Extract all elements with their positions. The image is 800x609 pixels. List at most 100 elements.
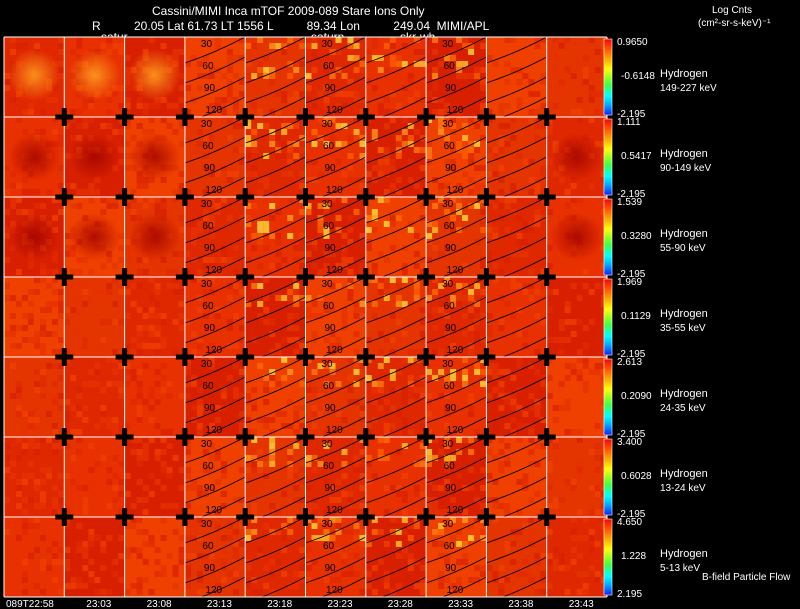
contour-line bbox=[184, 296, 246, 324]
heatmap-panel-r6-c2 bbox=[124, 517, 185, 597]
contour-label: 60 bbox=[444, 141, 456, 152]
contour-label: 120 bbox=[205, 185, 222, 196]
contour-line bbox=[425, 376, 487, 404]
heatmap-panel-r5-c0 bbox=[4, 437, 65, 517]
contour-label: 60 bbox=[202, 141, 214, 152]
contour-line bbox=[184, 376, 246, 404]
contour-line bbox=[305, 156, 367, 184]
contour-label: 30 bbox=[442, 359, 454, 370]
grid-marker bbox=[182, 188, 188, 206]
contour-line bbox=[305, 56, 367, 84]
contour-line bbox=[245, 516, 306, 544]
grid-marker bbox=[122, 108, 128, 126]
grid-marker bbox=[363, 428, 369, 446]
contour-label: 60 bbox=[323, 381, 335, 392]
contour-label: 60 bbox=[202, 221, 214, 232]
heatmap-panel-r5-c3 bbox=[184, 437, 246, 517]
contour-line bbox=[486, 156, 547, 184]
grid-marker bbox=[122, 188, 128, 206]
contour-label: 30 bbox=[442, 119, 454, 130]
heatmap-panel-r5-c2 bbox=[124, 437, 185, 517]
contour-label: 90 bbox=[445, 83, 457, 94]
contour-label: 30 bbox=[442, 279, 454, 290]
heatmap-panel-r1-c4 bbox=[245, 117, 306, 197]
heatmap-panel-r3-c9 bbox=[546, 277, 607, 357]
contour-line bbox=[305, 536, 367, 564]
heatmap-panel-r4-c4 bbox=[245, 357, 306, 437]
contour-line bbox=[486, 376, 547, 404]
grid-marker bbox=[423, 188, 429, 206]
contour-line bbox=[365, 56, 427, 84]
bfield-label: B-field Particle Flow bbox=[702, 572, 791, 583]
contour-label: 90 bbox=[445, 563, 457, 574]
heatmap-panel-r6-c1 bbox=[64, 517, 125, 597]
contour-label: 30 bbox=[442, 39, 454, 50]
contour-line bbox=[365, 356, 427, 384]
contour-label: 30 bbox=[201, 39, 213, 50]
heatmap-panel-r1-c2 bbox=[124, 117, 185, 197]
grid-marker bbox=[544, 428, 550, 446]
energy-label: 149-227 keV bbox=[660, 83, 717, 94]
contour-label: 90 bbox=[325, 243, 337, 254]
contour-line bbox=[425, 236, 487, 264]
colorbar bbox=[603, 118, 613, 196]
colorbar-min-label: -2.195 bbox=[617, 509, 646, 520]
heatmap-panel-r2-c2 bbox=[124, 197, 185, 277]
colorbar-mid-label: 0.3280 bbox=[621, 231, 652, 242]
heatmap-panel-r4-c6 bbox=[365, 357, 427, 437]
contour-line bbox=[365, 396, 427, 424]
colorbar-mid-label: 0.6028 bbox=[621, 471, 652, 482]
contour-line bbox=[425, 196, 487, 224]
contour-line bbox=[365, 216, 427, 244]
heatmap-panel-r2-c5 bbox=[305, 197, 366, 277]
contour-line bbox=[184, 156, 246, 184]
contour-line bbox=[245, 456, 306, 484]
contour-line bbox=[365, 296, 427, 324]
heatmap-panel-r0-c3 bbox=[184, 37, 246, 117]
heatmap-panel-r3-c5 bbox=[305, 277, 366, 357]
grid-marker bbox=[423, 428, 429, 446]
contour-line bbox=[184, 316, 246, 344]
contour-line bbox=[486, 56, 547, 84]
contour-line bbox=[486, 116, 547, 144]
contour-line bbox=[305, 36, 367, 64]
contour-label: 60 bbox=[323, 141, 335, 152]
contour-line bbox=[425, 56, 487, 84]
contour-line bbox=[486, 516, 547, 544]
heatmap-panel-r5-c7 bbox=[426, 437, 487, 517]
contour-label: 30 bbox=[201, 199, 213, 210]
colorbar bbox=[603, 438, 613, 516]
grid-marker bbox=[483, 188, 489, 206]
contour-line bbox=[305, 476, 367, 504]
species-label: Hydrogen bbox=[660, 308, 708, 320]
contour-line bbox=[305, 396, 367, 424]
heatmap-panel-r6-c0 bbox=[4, 517, 65, 597]
heatmap-panel-r0-c9 bbox=[546, 37, 607, 117]
contour-label: 90 bbox=[325, 403, 337, 414]
grid-marker bbox=[182, 268, 188, 286]
contour-label: 120 bbox=[205, 265, 222, 276]
contour-line bbox=[486, 36, 547, 64]
contour-label: 60 bbox=[202, 61, 214, 72]
time-tick-label-9: 23:43 bbox=[569, 599, 594, 609]
contour-line bbox=[425, 316, 487, 344]
contour-line bbox=[184, 456, 246, 484]
grid-marker bbox=[61, 348, 67, 366]
contour-line bbox=[305, 516, 367, 544]
contour-label: 120 bbox=[326, 265, 343, 276]
colorbar-mid-label: -0.6148 bbox=[621, 71, 655, 82]
contour-line bbox=[305, 276, 367, 304]
contour-label: 120 bbox=[326, 345, 343, 356]
contour-line bbox=[486, 456, 547, 484]
contour-line bbox=[305, 436, 367, 464]
heatmap-panel-r0-c2 bbox=[124, 37, 185, 117]
contour-line bbox=[184, 516, 246, 544]
contour-line bbox=[305, 316, 367, 344]
heatmap-panel-r4-c8 bbox=[486, 357, 547, 437]
contour-label: 90 bbox=[325, 163, 337, 174]
contour-line bbox=[245, 156, 306, 184]
contour-line bbox=[425, 476, 487, 504]
contour-label: 30 bbox=[442, 439, 454, 450]
